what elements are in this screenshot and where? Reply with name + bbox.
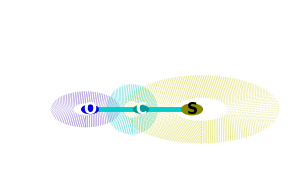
- Text: C: C: [135, 102, 147, 117]
- Text: O: O: [83, 102, 97, 117]
- Circle shape: [133, 105, 149, 114]
- Text: S: S: [187, 102, 197, 117]
- Text: Is OCS polar or non-polar? - Polarity of OCS: Is OCS polar or non-polar? - Polarity of…: [3, 7, 291, 20]
- Circle shape: [81, 104, 99, 114]
- Circle shape: [181, 103, 203, 115]
